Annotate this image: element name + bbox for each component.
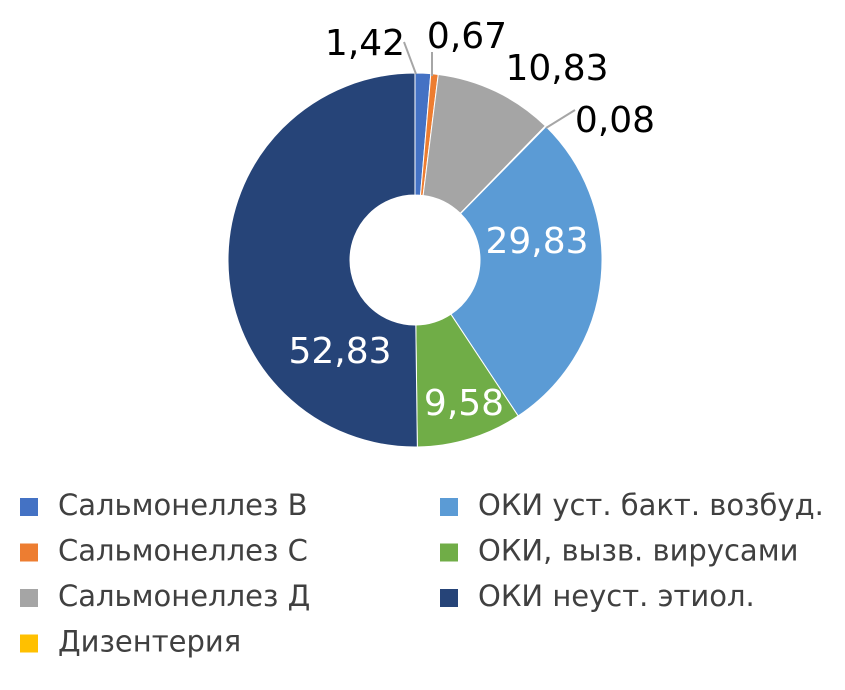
legend-swatch <box>440 498 458 516</box>
data-label: 0,08 <box>575 100 655 141</box>
legend-label: ОКИ неуст. этиол. <box>478 579 755 613</box>
data-label: 1,42 <box>325 23 405 64</box>
legend-swatch <box>20 589 38 607</box>
data-label: 0,67 <box>427 16 507 57</box>
legend-label: Дизентерия <box>58 625 241 659</box>
leader-line <box>545 109 576 129</box>
legend-swatch <box>440 589 458 607</box>
data-label: 9,58 <box>424 383 504 424</box>
legend-label: Сальмонеллез В <box>58 488 308 522</box>
donut-slice <box>450 125 603 417</box>
legend-label: Сальмонеллез Д <box>58 579 310 613</box>
legend-swatch <box>20 498 38 516</box>
legend-swatch <box>20 634 38 653</box>
legend-label: Сальмонеллез С <box>58 534 308 568</box>
legend-swatch <box>20 543 38 562</box>
data-label: 29,83 <box>485 221 588 262</box>
leader-line <box>403 41 417 75</box>
legend-label: ОКИ, вызв. вирусами <box>478 534 798 568</box>
donut-slice <box>227 72 418 448</box>
data-label: 10,83 <box>505 48 608 89</box>
legend-label: ОКИ уст. бакт. возбуд. <box>478 488 824 522</box>
data-label: 52,83 <box>288 331 391 372</box>
legend-swatch <box>440 543 458 562</box>
